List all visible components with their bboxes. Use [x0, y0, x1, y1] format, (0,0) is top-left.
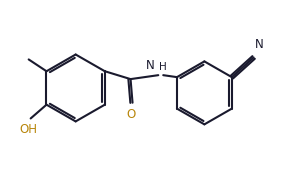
Text: O: O: [127, 108, 136, 121]
Text: OH: OH: [20, 123, 38, 136]
Text: N: N: [255, 38, 264, 51]
Text: N: N: [146, 59, 154, 72]
Text: H: H: [159, 62, 167, 72]
